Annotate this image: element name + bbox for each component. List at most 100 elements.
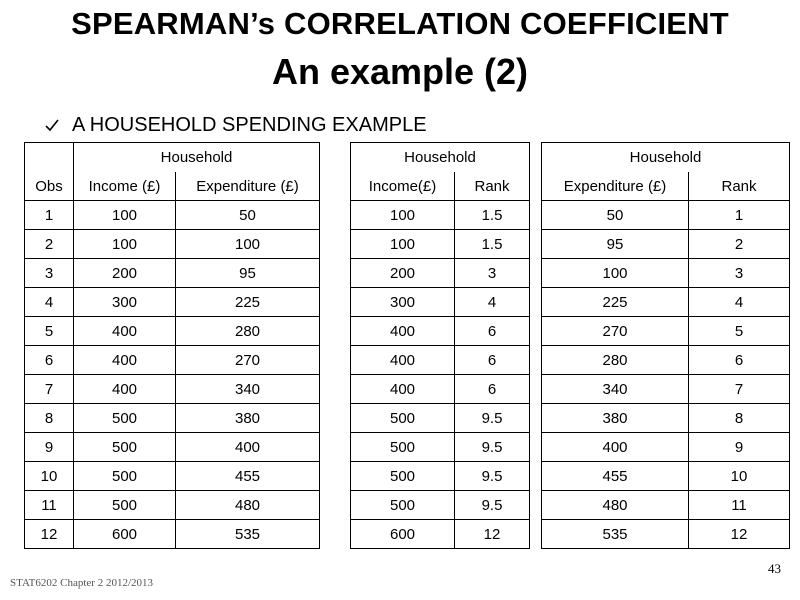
table-cell: 280 [175, 316, 320, 346]
table-cell: 12 [24, 519, 74, 549]
table-cell: 500 [73, 461, 176, 491]
household-data-table: Household Obs Income (£) Expenditure (£)… [24, 142, 320, 549]
table-cell: 380 [175, 403, 320, 433]
table-cell: 8 [688, 403, 790, 433]
table-cell: 400 [175, 432, 320, 462]
table-row: 340 7 [541, 374, 790, 404]
slide-title: SPEARMAN’s CORRELATION COEFFICIENT [71, 6, 729, 41]
table-cell: 6 [454, 345, 530, 375]
table-cell: 400 [350, 345, 455, 375]
table-row: 300 4 [350, 287, 530, 317]
table-cell: 7 [24, 374, 74, 404]
table-header-cell: Rank [688, 172, 790, 201]
table-cell: 400 [73, 374, 176, 404]
table-row: 400 6 [350, 345, 530, 375]
table-cell: 225 [175, 287, 320, 317]
table-cell: 100 [73, 229, 176, 259]
table-row: 500 9.5 [350, 461, 530, 491]
table-row: 100 3 [541, 258, 790, 288]
table-cell: 340 [175, 374, 320, 404]
table-row: 4 300 225 [24, 287, 320, 317]
table-cell: 500 [350, 403, 455, 433]
table-cell: 3 [688, 258, 790, 288]
table-cell: 11 [688, 490, 790, 520]
table-cell: 1 [24, 200, 74, 230]
table-cell: 225 [541, 287, 689, 317]
table-cell: 400 [73, 316, 176, 346]
table-cell: 6 [454, 316, 530, 346]
table-cell: 500 [73, 403, 176, 433]
table-group-header: Household [73, 142, 320, 172]
table-cell: 400 [350, 316, 455, 346]
table-cell: 6 [688, 345, 790, 375]
table-row: 535 12 [541, 519, 790, 549]
table-header-cell [24, 142, 74, 172]
table-row: 95 2 [541, 229, 790, 259]
table-cell: 500 [350, 461, 455, 491]
table-cell: 280 [541, 345, 689, 375]
table-cell: 6 [454, 374, 530, 404]
table-row: 8 500 380 [24, 403, 320, 433]
table-row: 6 400 270 [24, 345, 320, 375]
table-cell: 1.5 [454, 229, 530, 259]
table-cell: 100 [73, 200, 176, 230]
table-cell: 100 [350, 200, 455, 230]
table-cell: 11 [24, 490, 74, 520]
table-row: 200 3 [350, 258, 530, 288]
table-cell: 400 [541, 432, 689, 462]
table-cell: 340 [541, 374, 689, 404]
table-cell: 9.5 [454, 490, 530, 520]
table-cell: 9.5 [454, 432, 530, 462]
table-cell: 400 [73, 345, 176, 375]
table-header-cell: Obs [24, 172, 74, 201]
table-cell: 50 [541, 200, 689, 230]
table-cell: 3 [24, 258, 74, 288]
table-cell: 8 [24, 403, 74, 433]
table-cell: 535 [541, 519, 689, 549]
table-cell: 600 [73, 519, 176, 549]
table-row: 10 500 455 [24, 461, 320, 491]
bullet-text: A HOUSEHOLD SPENDING EXAMPLE [72, 113, 427, 136]
table-cell: 500 [73, 432, 176, 462]
table-group-header: Household [350, 142, 530, 172]
table-row: 11 500 480 [24, 490, 320, 520]
table-row: 500 9.5 [350, 490, 530, 520]
table-cell: 12 [454, 519, 530, 549]
table-cell: 2 [688, 229, 790, 259]
income-rank-table: Household Income(£) Rank 100 1.5 100 1.5 200… [350, 142, 530, 549]
table-row: 9 500 400 [24, 432, 320, 462]
table-row: 1 100 50 [24, 200, 320, 230]
table-row: 225 4 [541, 287, 790, 317]
table-cell: 4 [24, 287, 74, 317]
table-row: 480 11 [541, 490, 790, 520]
table-cell: 9.5 [454, 461, 530, 491]
table-cell: 9.5 [454, 403, 530, 433]
table-row: 270 5 [541, 316, 790, 346]
table-cell: 300 [350, 287, 455, 317]
checkmark-icon [45, 119, 59, 132]
table-cell: 480 [541, 490, 689, 520]
table-cell: 95 [541, 229, 689, 259]
table-row: 500 9.5 [350, 403, 530, 433]
table-cell: 200 [350, 258, 455, 288]
table-header-cell: Rank [454, 172, 530, 201]
table-cell: 380 [541, 403, 689, 433]
table-cell: 455 [541, 461, 689, 491]
expenditure-rank-table: Household Expenditure (£) Rank 50 1 95 2 100… [541, 142, 790, 549]
table-cell: 100 [350, 229, 455, 259]
bullet-item: A HOUSEHOLD SPENDING EXAMPLE [44, 112, 427, 138]
table-header-cell: Expenditure (£) [175, 172, 320, 201]
table-cell: 7 [688, 374, 790, 404]
table-row: 500 9.5 [350, 432, 530, 462]
table-cell: 5 [24, 316, 74, 346]
table-cell: 50 [175, 200, 320, 230]
table-row: 3 200 95 [24, 258, 320, 288]
page-number: 43 [768, 561, 781, 576]
table-row: 280 6 [541, 345, 790, 375]
table-row: 100 1.5 [350, 200, 530, 230]
table-cell: 1.5 [454, 200, 530, 230]
table-row: 400 6 [350, 374, 530, 404]
table-cell: 270 [541, 316, 689, 346]
table-group-header: Household [541, 142, 790, 172]
table-cell: 200 [73, 258, 176, 288]
